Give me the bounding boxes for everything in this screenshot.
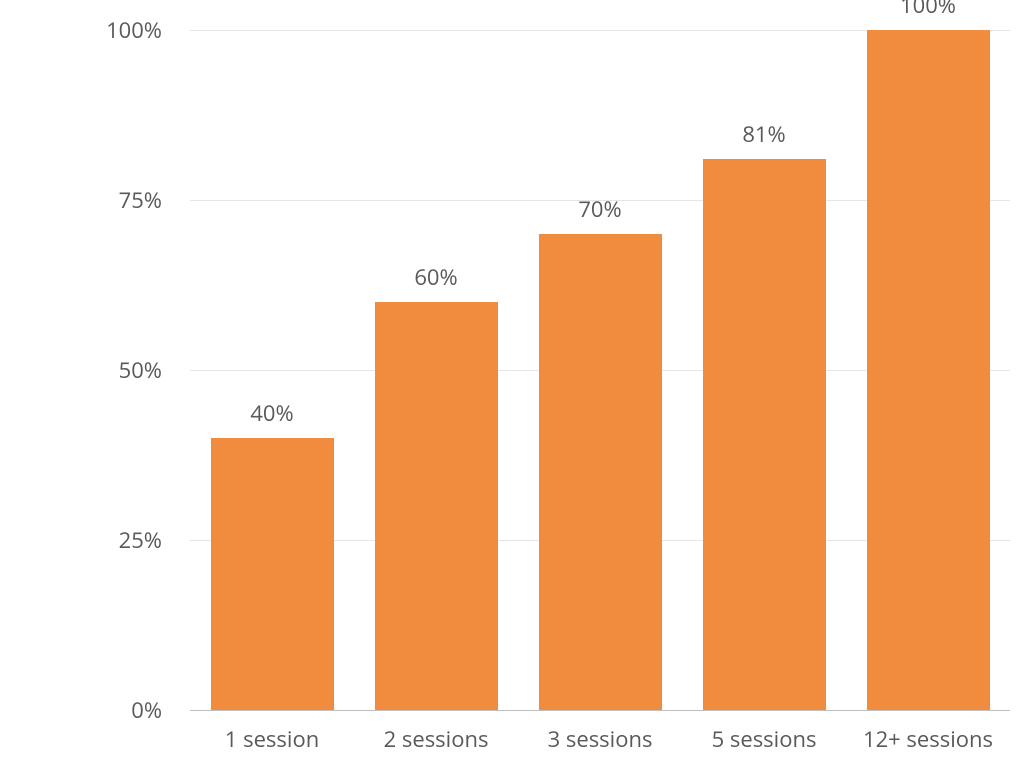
- bar: [867, 30, 990, 710]
- x-axis-tick-label: 3 sessions: [548, 724, 653, 754]
- y-axis-tick-label: 50%: [119, 355, 162, 385]
- bar: [211, 438, 334, 710]
- bar-value-label: 40%: [250, 398, 293, 428]
- y-axis-tick-label: 25%: [119, 525, 162, 555]
- bar-value-label: 70%: [578, 194, 621, 224]
- x-axis-baseline: [190, 710, 1010, 711]
- y-axis-tick-label: 100%: [106, 15, 162, 45]
- bar: [375, 302, 498, 710]
- bar-value-label: 60%: [414, 262, 457, 292]
- y-axis-tick-label: 75%: [119, 185, 162, 215]
- bar-value-label: 100%: [900, 0, 956, 20]
- bar-value-label: 81%: [742, 119, 785, 149]
- x-axis-tick-label: 12+ sessions: [863, 724, 993, 754]
- bar: [539, 234, 662, 710]
- bar: [703, 159, 826, 710]
- plot-area: 0%25%50%75%100%40%1 session60%2 sessions…: [190, 30, 1010, 710]
- y-axis-tick-label: 0%: [131, 695, 162, 725]
- x-axis-tick-label: 5 sessions: [712, 724, 817, 754]
- x-axis-tick-label: 2 sessions: [384, 724, 489, 754]
- bar-chart: 0% 25% 50% 75% 100% 40% 1 session 60% 2 sessions…: [0, 0, 1024, 768]
- x-axis-tick-label: 1 session: [225, 724, 319, 754]
